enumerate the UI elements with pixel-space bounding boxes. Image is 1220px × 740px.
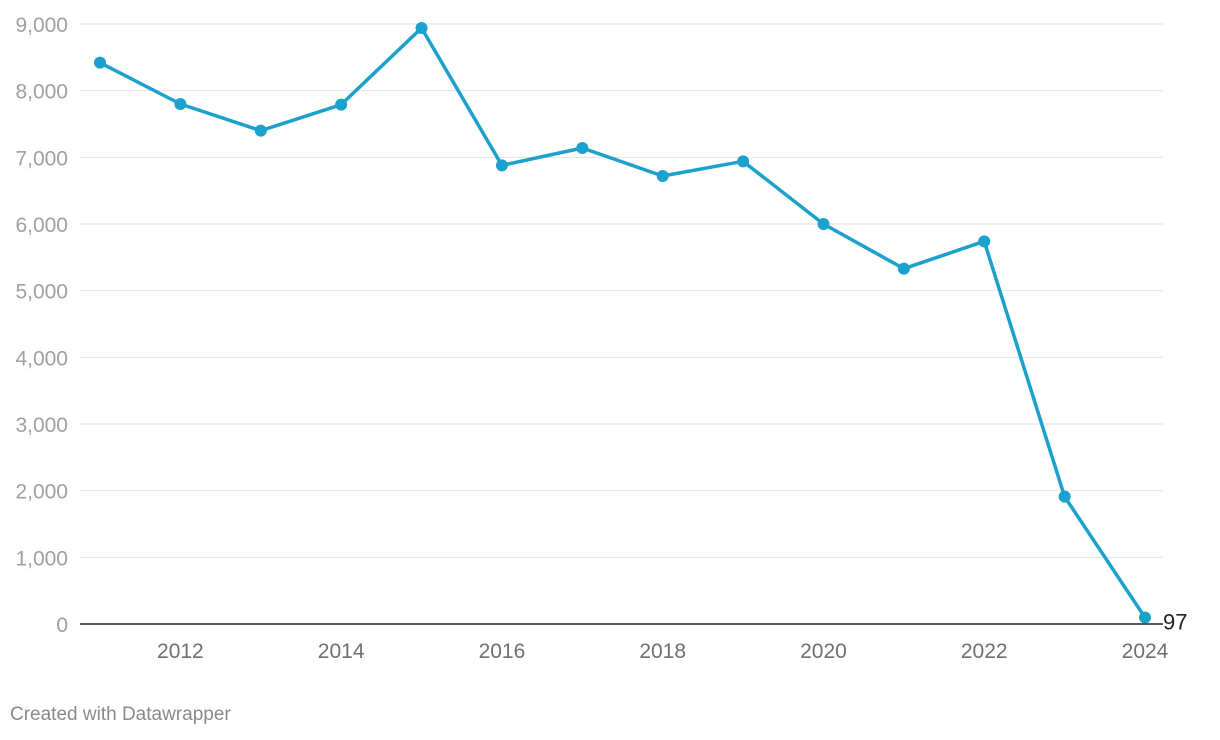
x-tick-label: 2018 (639, 640, 686, 663)
line-chart: 0 1,000 2,000 3,000 4,000 5,000 6,000 7,000 8,00… (15, 14, 1187, 663)
y-tick-label: 0 (56, 614, 68, 637)
data-point (174, 98, 187, 110)
data-point (1139, 611, 1151, 624)
x-tick-label: 2024 (1122, 640, 1169, 663)
gridlines (80, 23, 1163, 558)
end-value-label: 97 (1163, 610, 1187, 635)
y-tick-label: 7,000 (15, 147, 68, 170)
data-point (94, 56, 106, 69)
x-tick-label: 2016 (479, 640, 526, 663)
x-tick-label: 2012 (157, 640, 204, 663)
y-tick-label: 5,000 (15, 281, 68, 304)
data-point (335, 98, 348, 111)
x-tick-label: 2022 (961, 640, 1008, 663)
data-point (1058, 490, 1071, 503)
data-point (254, 124, 267, 137)
data-point (978, 235, 991, 248)
y-tick-label: 4,000 (15, 347, 68, 370)
data-labels: 97 (1163, 610, 1187, 635)
data-point (737, 155, 750, 168)
y-tick-label: 8,000 (15, 81, 68, 104)
data-point (817, 218, 830, 230)
data-point (415, 22, 428, 34)
data-point (656, 170, 669, 182)
credit-text: Created with Datawrapper (10, 704, 231, 725)
x-axis-ticks: 2012 2014 2016 2018 2020 2022 2024 (157, 640, 1169, 663)
series-group (94, 22, 1151, 624)
y-tick-label: 2,000 (15, 481, 68, 504)
series-line (98, 26, 1147, 620)
x-tick-label: 2020 (800, 640, 847, 663)
x-tick-label: 2014 (318, 640, 365, 663)
y-tick-label: 1,000 (15, 547, 68, 570)
y-tick-label: 3,000 (15, 414, 68, 437)
data-point (897, 262, 910, 275)
data-point (576, 142, 589, 154)
y-tick-label: 6,000 (15, 214, 68, 237)
y-axis-ticks: 0 1,000 2,000 3,000 4,000 5,000 6,000 7,000 8,00… (15, 14, 68, 637)
data-point (495, 159, 508, 172)
y-tick-label: 9,000 (15, 14, 68, 37)
